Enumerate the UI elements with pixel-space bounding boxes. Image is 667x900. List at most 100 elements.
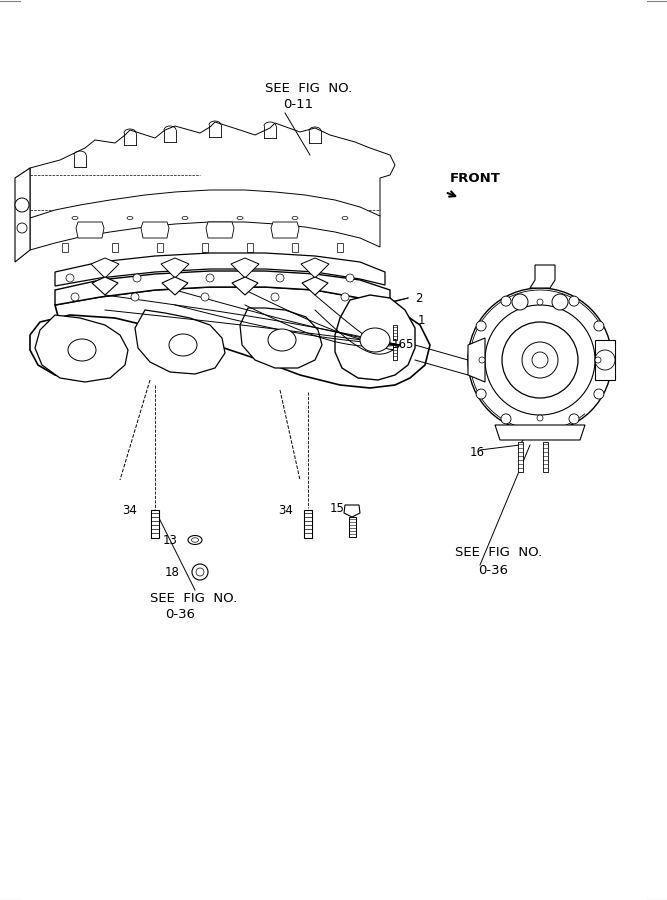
Circle shape bbox=[196, 568, 204, 576]
Polygon shape bbox=[495, 425, 585, 440]
Text: 165: 165 bbox=[392, 338, 414, 352]
Polygon shape bbox=[595, 340, 615, 380]
Circle shape bbox=[594, 321, 604, 331]
Polygon shape bbox=[393, 325, 397, 340]
Polygon shape bbox=[202, 243, 208, 252]
Circle shape bbox=[501, 414, 511, 424]
Ellipse shape bbox=[182, 217, 188, 220]
Text: SEE  FIG  NO.: SEE FIG NO. bbox=[150, 591, 237, 605]
Polygon shape bbox=[157, 243, 163, 252]
Circle shape bbox=[522, 342, 558, 378]
Circle shape bbox=[595, 357, 601, 363]
Circle shape bbox=[476, 321, 486, 331]
Circle shape bbox=[537, 299, 543, 305]
Circle shape bbox=[537, 415, 543, 421]
Circle shape bbox=[346, 274, 354, 282]
Circle shape bbox=[485, 305, 595, 415]
Polygon shape bbox=[232, 277, 258, 295]
Circle shape bbox=[17, 223, 27, 233]
Ellipse shape bbox=[169, 334, 197, 356]
Polygon shape bbox=[348, 517, 356, 537]
Ellipse shape bbox=[68, 339, 96, 361]
Polygon shape bbox=[161, 258, 189, 278]
Text: 15: 15 bbox=[330, 501, 345, 515]
Circle shape bbox=[552, 294, 568, 310]
Circle shape bbox=[341, 293, 349, 301]
Ellipse shape bbox=[342, 217, 348, 220]
Polygon shape bbox=[344, 505, 360, 517]
Polygon shape bbox=[337, 243, 343, 252]
Polygon shape bbox=[35, 315, 128, 382]
Circle shape bbox=[595, 350, 615, 370]
Circle shape bbox=[569, 414, 579, 424]
Polygon shape bbox=[30, 122, 395, 218]
Circle shape bbox=[66, 274, 74, 282]
Circle shape bbox=[133, 274, 141, 282]
Polygon shape bbox=[335, 295, 415, 380]
Polygon shape bbox=[112, 243, 118, 252]
Circle shape bbox=[71, 293, 79, 301]
Text: 0-11: 0-11 bbox=[283, 98, 313, 112]
Polygon shape bbox=[206, 222, 234, 238]
Text: 1: 1 bbox=[418, 313, 426, 327]
Ellipse shape bbox=[127, 217, 133, 220]
Polygon shape bbox=[240, 308, 322, 368]
Polygon shape bbox=[304, 510, 312, 538]
Text: FRONT: FRONT bbox=[450, 172, 501, 184]
Polygon shape bbox=[30, 287, 430, 388]
Polygon shape bbox=[292, 243, 298, 252]
Circle shape bbox=[15, 198, 29, 212]
Circle shape bbox=[192, 564, 208, 580]
Ellipse shape bbox=[188, 536, 202, 544]
Polygon shape bbox=[92, 277, 118, 295]
Circle shape bbox=[131, 293, 139, 301]
Text: 0-36: 0-36 bbox=[478, 563, 508, 577]
Circle shape bbox=[594, 389, 604, 399]
Ellipse shape bbox=[292, 217, 298, 220]
Ellipse shape bbox=[360, 328, 390, 352]
Polygon shape bbox=[62, 243, 68, 252]
Circle shape bbox=[468, 288, 612, 432]
Polygon shape bbox=[76, 222, 104, 238]
Polygon shape bbox=[468, 338, 485, 382]
Polygon shape bbox=[55, 271, 390, 305]
Circle shape bbox=[501, 296, 511, 306]
Ellipse shape bbox=[72, 217, 78, 220]
Text: SEE  FIG  NO.: SEE FIG NO. bbox=[455, 546, 542, 560]
Circle shape bbox=[479, 357, 485, 363]
Text: SEE  FIG  NO.: SEE FIG NO. bbox=[265, 82, 352, 94]
Polygon shape bbox=[247, 243, 253, 252]
Circle shape bbox=[201, 293, 209, 301]
Polygon shape bbox=[393, 345, 397, 360]
Polygon shape bbox=[162, 277, 188, 295]
Polygon shape bbox=[151, 510, 159, 538]
Circle shape bbox=[502, 322, 578, 398]
Text: 34: 34 bbox=[122, 503, 137, 517]
Polygon shape bbox=[135, 310, 225, 374]
Circle shape bbox=[532, 352, 548, 368]
Polygon shape bbox=[30, 190, 380, 250]
Polygon shape bbox=[231, 258, 259, 278]
Circle shape bbox=[476, 389, 486, 399]
Text: 16: 16 bbox=[470, 446, 485, 458]
Polygon shape bbox=[15, 168, 30, 262]
Polygon shape bbox=[518, 442, 522, 472]
Circle shape bbox=[276, 274, 284, 282]
Circle shape bbox=[271, 293, 279, 301]
Polygon shape bbox=[302, 277, 328, 295]
Polygon shape bbox=[55, 253, 385, 286]
Polygon shape bbox=[141, 222, 169, 238]
Polygon shape bbox=[271, 222, 299, 238]
Polygon shape bbox=[542, 442, 548, 472]
Text: 34: 34 bbox=[278, 503, 293, 517]
Polygon shape bbox=[301, 258, 329, 278]
Text: 18: 18 bbox=[165, 565, 180, 579]
Polygon shape bbox=[91, 258, 119, 278]
Circle shape bbox=[512, 294, 528, 310]
Ellipse shape bbox=[268, 329, 296, 351]
Polygon shape bbox=[530, 265, 555, 288]
Text: 0-36: 0-36 bbox=[165, 608, 195, 622]
Text: 2: 2 bbox=[415, 292, 422, 304]
Ellipse shape bbox=[237, 217, 243, 220]
Circle shape bbox=[569, 296, 579, 306]
